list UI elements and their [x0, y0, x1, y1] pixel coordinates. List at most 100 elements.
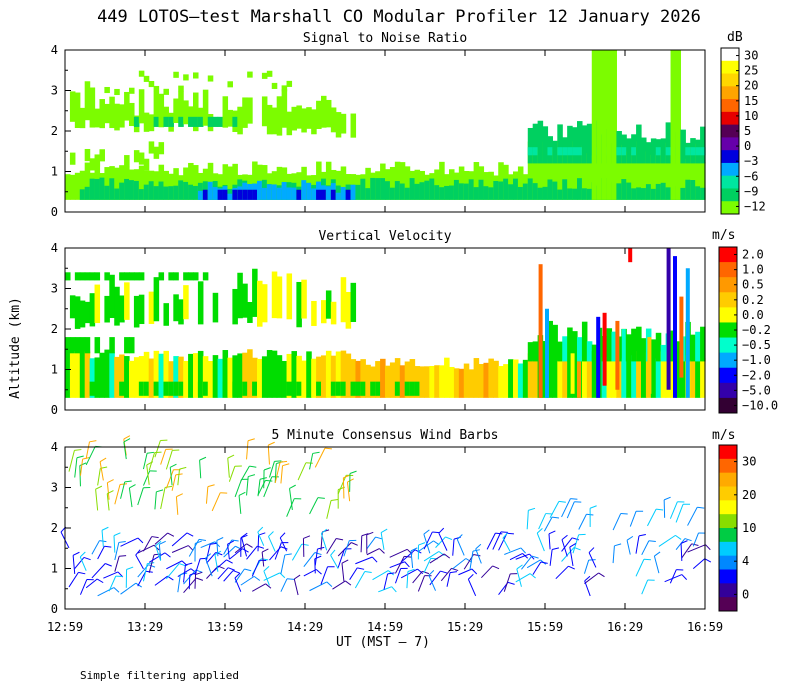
- wind-barb: [74, 455, 84, 478]
- velocity-cell: [355, 360, 361, 398]
- colorbar-swatch: [719, 528, 737, 543]
- velocity-cell: [335, 351, 342, 398]
- wind-barb: [291, 543, 309, 561]
- velocity-streak: [621, 329, 626, 390]
- velocity-cell: [281, 360, 288, 398]
- snr-cell: [557, 189, 563, 200]
- wind-barb: [452, 536, 461, 556]
- velocity-cell: [252, 381, 258, 396]
- colorbar-tick-label: −9: [744, 184, 758, 198]
- velocity-cell: [202, 381, 209, 396]
- snr-cell: [207, 181, 214, 200]
- velocity-cell: [173, 356, 179, 398]
- snr-cell: [252, 189, 258, 200]
- velocity-cell: [572, 331, 578, 362]
- snr-cell: [690, 147, 696, 156]
- colorbar-swatch: [721, 162, 739, 177]
- wind-barb: [188, 538, 207, 557]
- x-tick-label: 12:59: [47, 620, 83, 634]
- wind-barb: [95, 485, 103, 511]
- wind-barb: [440, 567, 459, 582]
- snr-cell: [552, 149, 558, 200]
- snr-cell: [227, 193, 233, 200]
- velocity-cell: [89, 358, 96, 398]
- snr-cell: [143, 184, 150, 200]
- wind-barb: [423, 531, 440, 550]
- velocity-cell: [463, 363, 470, 398]
- snr-cell: [650, 188, 657, 200]
- colorbar-swatch: [719, 277, 737, 293]
- velocity-streak: [647, 337, 652, 394]
- colorbar-swatch: [719, 247, 737, 263]
- wind-barb: [337, 474, 354, 495]
- velocity-cell: [650, 358, 657, 398]
- velocity-cell: [84, 272, 91, 281]
- snr-cell: [655, 147, 662, 156]
- colorbar-tick-label: 20: [744, 79, 758, 93]
- velocity-cell: [325, 290, 332, 319]
- velocity-cell: [271, 381, 278, 396]
- colorbar-swatch: [719, 500, 737, 515]
- snr-cell: [335, 192, 342, 200]
- wind-barb: [263, 467, 271, 489]
- y-tick-label: 4: [51, 440, 58, 454]
- snr-cell: [636, 124, 642, 164]
- velocity-cell: [370, 381, 376, 396]
- snr-cell: [197, 107, 204, 126]
- colorbar-swatch: [719, 597, 737, 612]
- snr-cell: [173, 185, 179, 200]
- velocity-cell: [89, 293, 96, 327]
- velocity-cell: [316, 381, 322, 396]
- snr-cell: [222, 189, 229, 200]
- wind-barb: [669, 501, 685, 519]
- snr-cell: [286, 80, 293, 87]
- wind-barb: [438, 527, 448, 551]
- colorbar-tick-label: −0.5: [742, 338, 771, 352]
- snr-cell: [276, 96, 283, 136]
- wind-barb: [280, 553, 292, 574]
- wind-barb: [79, 551, 87, 571]
- snr-cell: [114, 88, 120, 96]
- x-tick-label: 14:59: [367, 620, 403, 634]
- velocity-cell: [271, 350, 278, 398]
- wind-barb: [246, 474, 256, 496]
- snr-cell: [197, 190, 204, 200]
- velocity-cell: [138, 272, 145, 281]
- wind-barb: [303, 569, 322, 577]
- velocity-cell: [606, 328, 613, 362]
- snr-cell: [163, 170, 169, 200]
- colorbar-swatch: [721, 150, 739, 164]
- velocity-cell: [365, 364, 371, 398]
- snr-cell: [212, 187, 219, 200]
- snr-cell: [690, 146, 696, 200]
- velocity-cell: [611, 359, 617, 398]
- snr-cell: [247, 97, 253, 124]
- velocity-cell: [94, 284, 101, 324]
- wind-barb: [378, 586, 397, 593]
- wind-barb: [526, 507, 536, 530]
- velocity-cell: [276, 355, 283, 398]
- velocity-cell: [301, 360, 307, 398]
- snr-cell: [183, 181, 189, 200]
- colorbar-swatch: [719, 382, 737, 399]
- snr-cell: [473, 162, 480, 200]
- velocity-cell: [163, 381, 169, 396]
- velocity-streak: [538, 264, 543, 398]
- velocity-cell: [444, 357, 450, 398]
- snr-cell: [394, 161, 401, 200]
- velocity-cell: [257, 358, 263, 398]
- snr-cell: [645, 151, 652, 200]
- velocity-cell: [655, 332, 662, 362]
- wind-barb: [279, 532, 288, 552]
- velocity-cell: [65, 381, 71, 396]
- wind-barb: [99, 457, 107, 481]
- snr-cell: [143, 158, 150, 171]
- velocity-cell: [114, 356, 120, 398]
- colorbar-swatch: [719, 472, 737, 487]
- time-axis: 12:59 13:29 13:59 14:29 14:59 15:29 15:59 16:29…: [47, 50, 723, 634]
- velocity-cell: [94, 381, 101, 396]
- snr-cell: [242, 189, 248, 200]
- velocity-cell: [143, 351, 150, 398]
- velocity-cell: [207, 361, 214, 398]
- wind-colorbar-unit: m/s: [712, 428, 735, 443]
